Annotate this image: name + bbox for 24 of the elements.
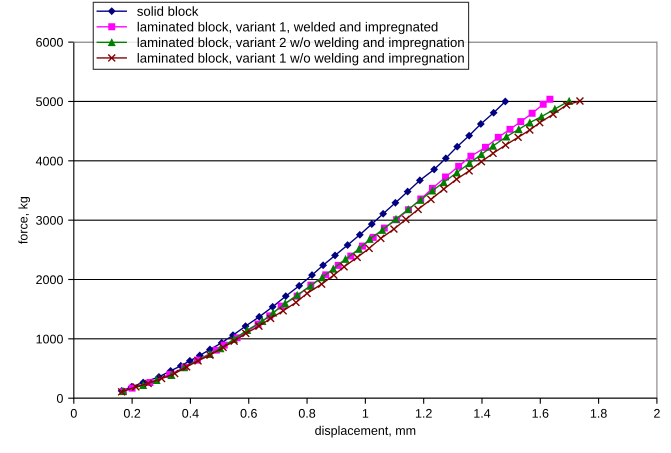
y-tick-label: 0 xyxy=(56,394,63,403)
legend-label: laminated block, variant 1, welded and impregnated xyxy=(138,22,438,34)
x-axis-title: displacement, mm xyxy=(315,426,416,438)
x-tick-label: 1.2 xyxy=(416,408,432,418)
x-tick-label: 0.2 xyxy=(124,408,140,418)
y-tick-label: 2000 xyxy=(36,275,63,284)
x-tick-label: 0.4 xyxy=(182,408,199,418)
x-tick-label: 1.8 xyxy=(590,408,607,418)
y-axis-title: force, kg xyxy=(18,196,30,244)
x-tick-label: 1 xyxy=(362,409,368,418)
x-tick-label: 0.8 xyxy=(298,408,316,418)
y-tick-label: 3000 xyxy=(36,216,63,225)
y-tick-label: 6000 xyxy=(36,38,63,47)
y-tick-label: 5000 xyxy=(36,97,63,106)
x-tick-label: 0.6 xyxy=(240,408,257,418)
y-tick-label: 4000 xyxy=(36,156,63,166)
legend-label: laminated block, variant 2 w/o welding and impregnation xyxy=(138,37,464,50)
x-tick-label: 1.4 xyxy=(474,409,490,418)
legend-label: laminated block, variant 1 w/o welding and impregnation xyxy=(138,53,464,66)
legend-label: solid block xyxy=(137,6,198,16)
x-tick-label: 2 xyxy=(654,408,660,418)
x-tick-label: 0 xyxy=(70,408,77,418)
x-tick-label: 1.6 xyxy=(532,408,548,418)
y-tick-label: 1000 xyxy=(36,334,63,344)
